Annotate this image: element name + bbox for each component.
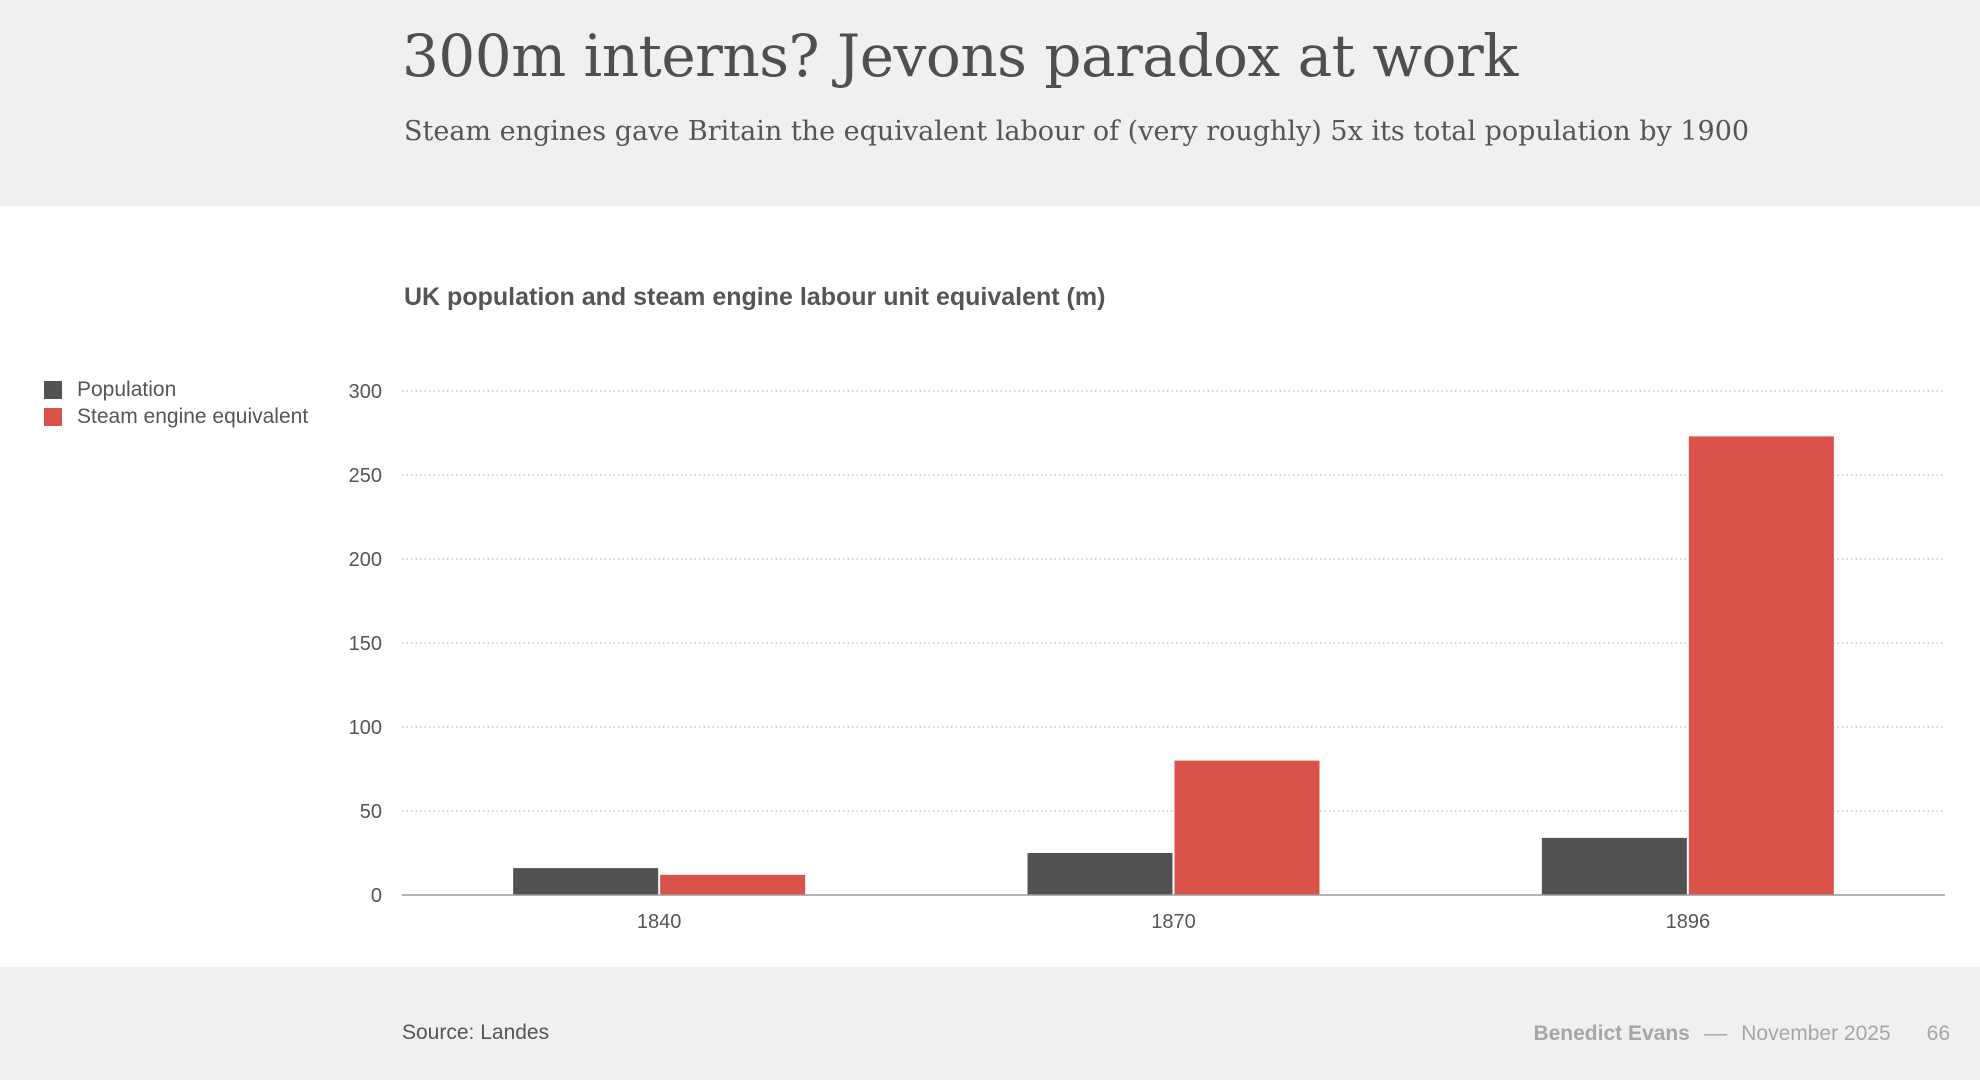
legend-label: Population (77, 377, 177, 401)
footer-band (0, 967, 1980, 1080)
y-tick-label: 300 (349, 381, 382, 403)
header-band (0, 0, 1980, 206)
bar-population-1896 (1541, 837, 1687, 895)
x-tick-label: 1840 (637, 911, 682, 933)
author: Benedict Evans (1533, 1022, 1690, 1045)
bar-steam-1896 (1688, 436, 1834, 895)
legend-swatch-population (44, 380, 62, 399)
bar-steam-1870 (1174, 760, 1320, 895)
y-tick-label: 100 (349, 717, 382, 739)
x-tick-label: 1896 (1666, 911, 1711, 933)
credit: Benedict Evans –– November 2025 66 (1533, 1022, 1950, 1046)
bar-population-1840 (513, 868, 659, 895)
bar-chart: 0 50 100 150 200 250 300 1840 1870 1896 (349, 381, 1945, 933)
legend-item-population: Population (44, 376, 308, 403)
x-tick-label: 1870 (1151, 911, 1196, 933)
separator: –– (1703, 1022, 1728, 1045)
y-tick-label: 250 (349, 465, 382, 487)
slide-title: 300m interns? Jevons paradox at work (402, 22, 1518, 90)
legend-item-steam: Steam engine equivalent (44, 403, 308, 430)
legend-swatch-steam (44, 407, 62, 426)
y-tick-label: 150 (349, 633, 382, 655)
slide-subtitle: Steam engines gave Britain the equivalen… (404, 116, 1750, 147)
page-number: 66 (1926, 1022, 1950, 1045)
chart-title: UK population and steam engine labour un… (404, 283, 1106, 311)
bar-population-1870 (1027, 853, 1173, 895)
bar-steam-1840 (660, 874, 806, 895)
source-note: Source: Landes (402, 1021, 550, 1044)
y-tick-label: 0 (371, 885, 382, 907)
legend: Population Steam engine equivalent (44, 376, 308, 430)
y-tick-label: 50 (360, 801, 382, 823)
legend-label: Steam engine equivalent (77, 404, 309, 428)
date: November 2025 (1741, 1022, 1891, 1045)
y-tick-label: 200 (349, 549, 382, 571)
